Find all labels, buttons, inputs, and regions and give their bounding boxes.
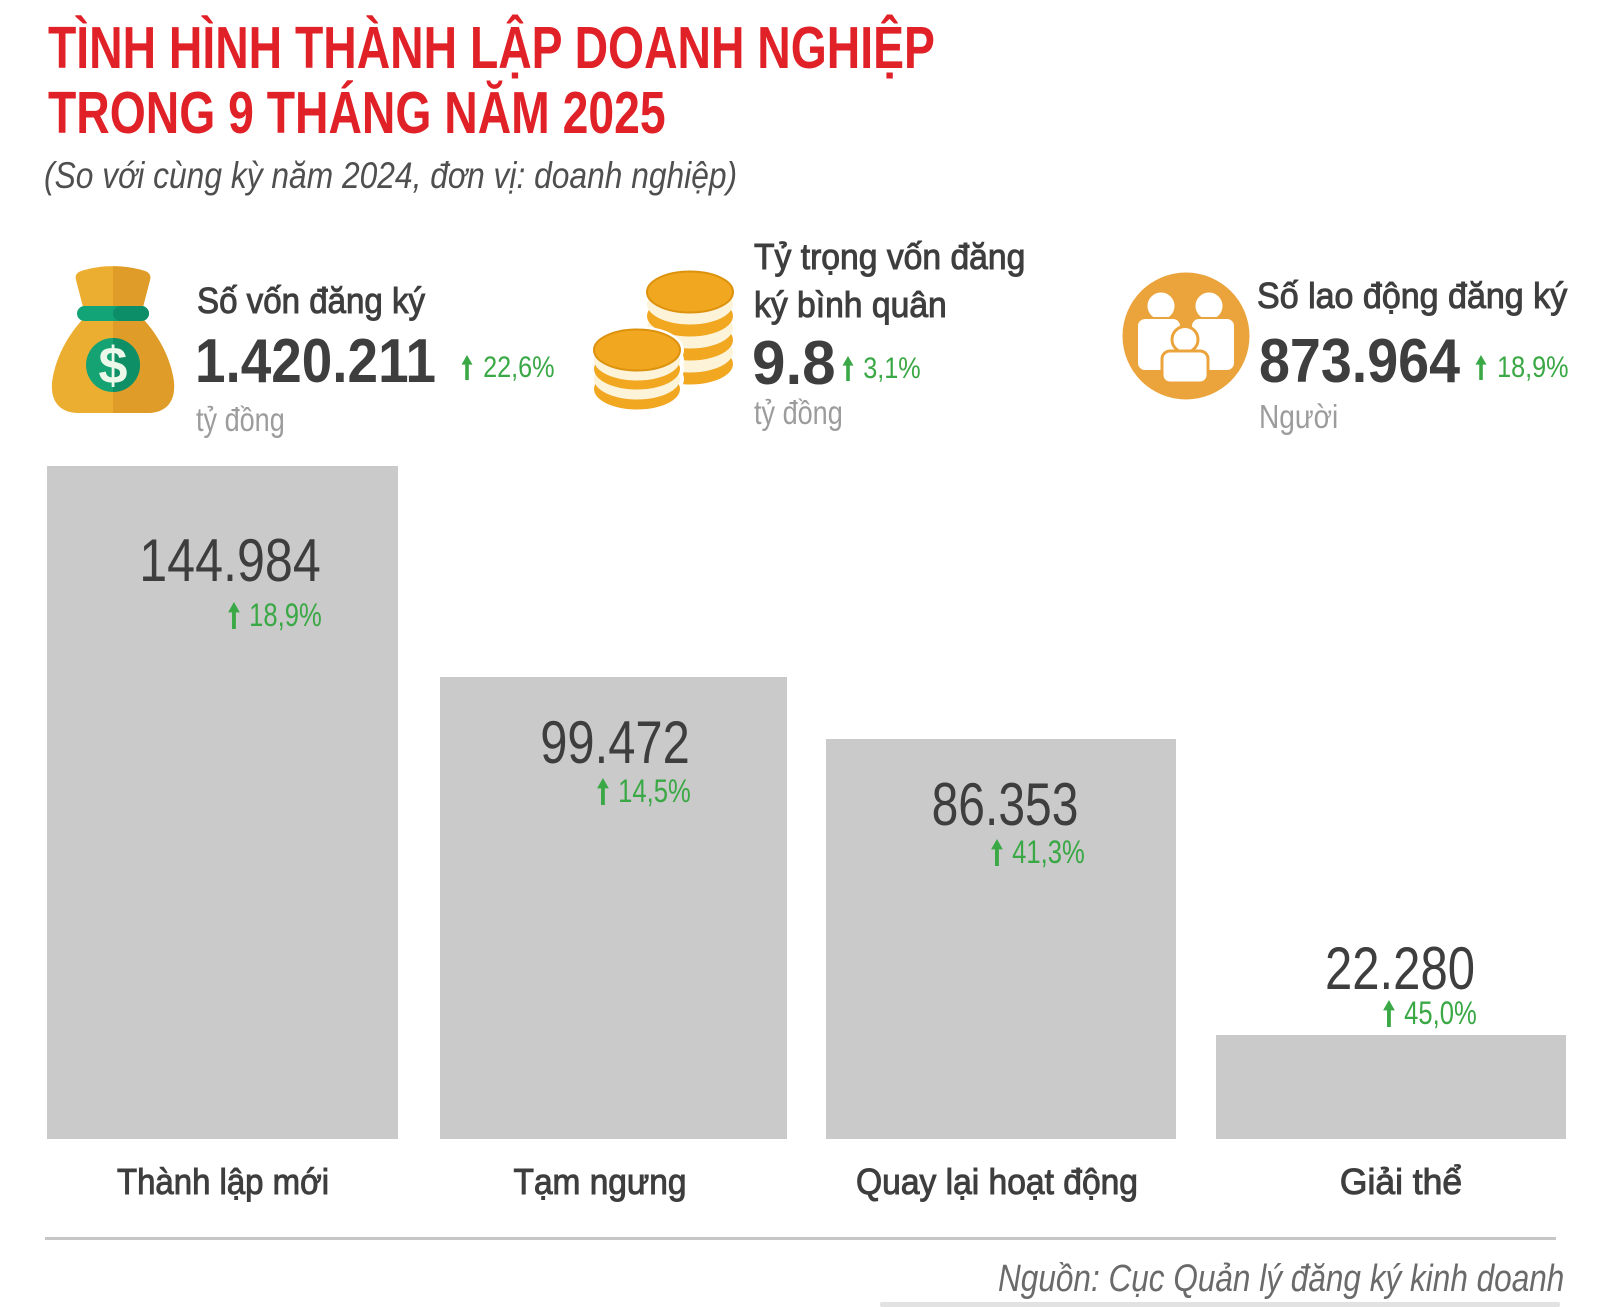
svg-text:$: $ (99, 337, 128, 395)
